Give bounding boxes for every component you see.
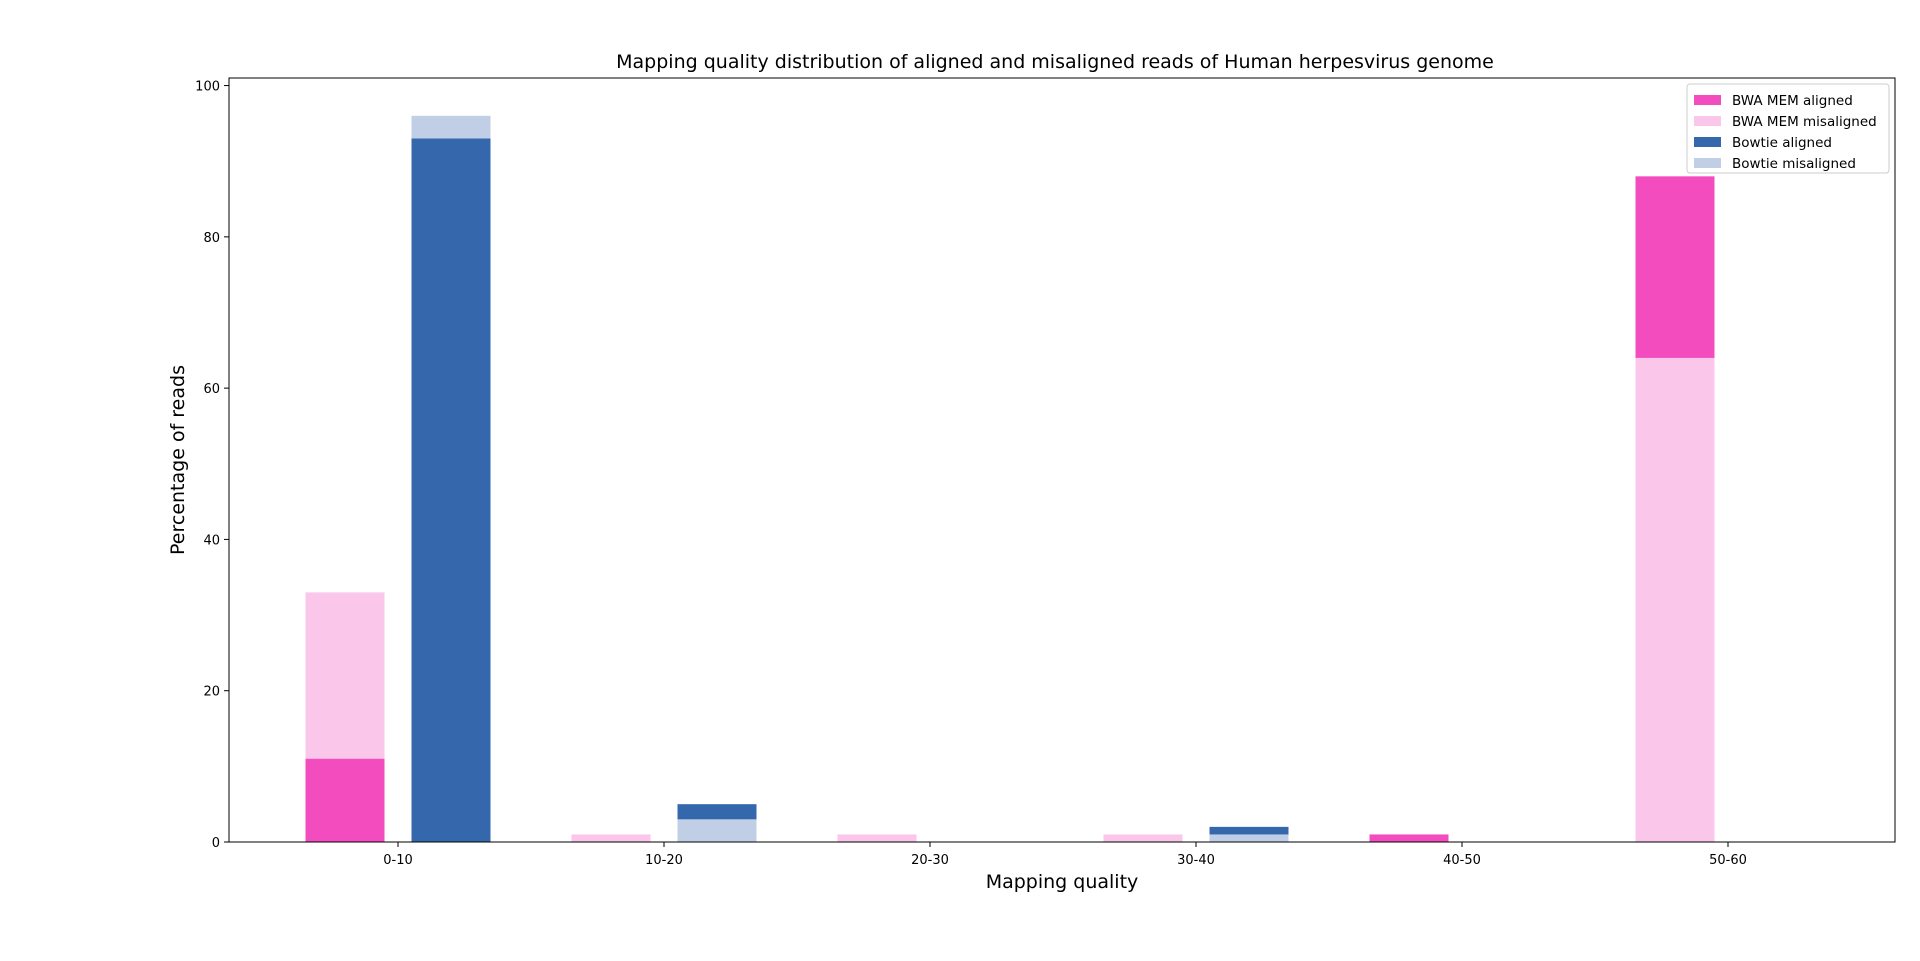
x-tick-label: 50-60 [1709,853,1747,868]
legend-swatch [1694,116,1721,126]
y-tick-label: 100 [195,80,220,95]
legend-label: Bowtie misaligned [1732,156,1856,172]
bar-bowtie-aligned-0-10 [411,138,491,843]
legend-swatch [1694,95,1721,105]
y-tick-label: 0 [212,836,220,851]
y-axis: 0 20 40 60 80 100 [195,80,229,851]
bar-bwa-mem-aligned-40-50 [1369,834,1449,842]
legend: BWA MEM aligned BWA MEM misaligned Bowtie … [1686,83,1890,174]
bar-bwa-mem-aligned-0-10 [305,758,385,842]
bar-bowtie-misaligned-30-40 [1209,834,1289,842]
x-axis: 0-10 10-20 20-30 30-40 40-50 50-60 [383,842,1747,868]
bar-bowtie-misaligned-10-20 [677,819,757,842]
x-axis-label: Mapping quality [986,871,1139,893]
y-tick-label: 20 [203,685,220,700]
bar-bwa-mem-misaligned-50-60 [1635,357,1715,842]
bar-bwa-mem-misaligned-20-30 [837,834,917,842]
bar-bwa-mem-misaligned-30-40 [1103,834,1183,842]
x-tick-label: 40-50 [1443,853,1481,868]
chart-title: Mapping quality distribution of aligned … [616,51,1494,73]
bars-layer [305,115,1715,843]
x-tick-label: 30-40 [1177,853,1215,868]
x-tick-label: 0-10 [383,853,413,868]
legend-swatch [1694,137,1721,147]
legend-label: Bowtie aligned [1732,135,1832,151]
plot-frame [228,77,1896,843]
legend-box [1686,83,1890,174]
x-tick-label: 20-30 [911,853,949,868]
y-tick-label: 80 [203,231,220,246]
legend-swatch [1694,158,1721,168]
y-axis-label: Percentage of reads [167,365,189,555]
legend-label: BWA MEM aligned [1732,93,1853,109]
bar-bwa-mem-misaligned-10-20 [571,834,651,842]
legend-label: BWA MEM misaligned [1732,114,1877,130]
x-tick-label: 10-20 [645,853,683,868]
y-tick-label: 60 [203,382,220,397]
y-tick-label: 40 [203,533,220,548]
